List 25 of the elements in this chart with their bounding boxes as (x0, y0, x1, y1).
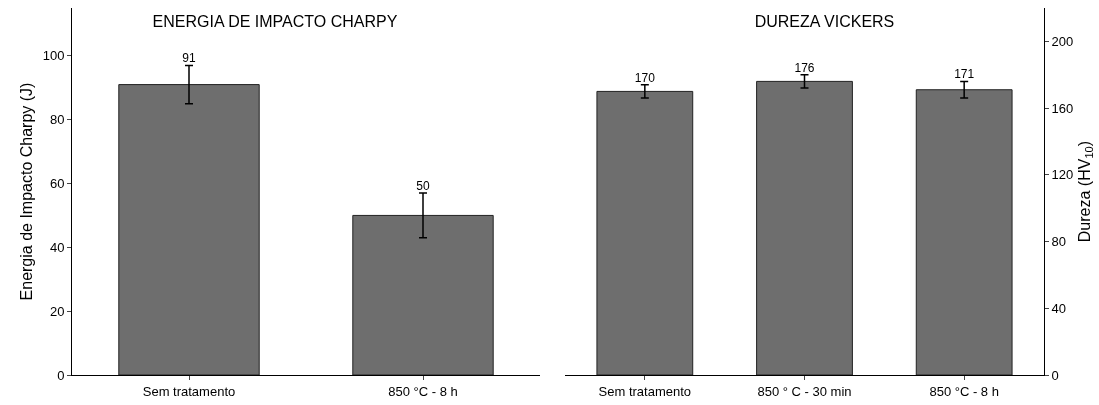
data-label: 50 (416, 179, 430, 194)
data-label: 170 (634, 70, 656, 85)
x-tick-label: Sem tratamento (142, 383, 236, 399)
data-label: 171 (954, 67, 975, 82)
y-tick-label: 40 (49, 239, 65, 255)
y2-tick-label: 120 (1051, 167, 1074, 183)
x-tick-label: 850 °C - 8 h (388, 383, 458, 399)
x-tick-label: Sem tratamento (598, 383, 692, 399)
chart-title: ENERGIA DE IMPACTO CHARPY (152, 13, 398, 31)
y2-tick-label: 0 (1051, 367, 1059, 383)
y-tick-label: 80 (49, 112, 65, 128)
y2-tick-label: 40 (1051, 300, 1067, 316)
x-tick-label: 850 ° C - 30 min (757, 383, 852, 399)
data-label: 91 (182, 51, 196, 66)
y-tick-label: 60 (49, 176, 65, 192)
y-axis-title: Energia de Impacto Charpy (J) (17, 82, 35, 301)
y2-tick-label: 160 (1051, 100, 1074, 116)
chart-title: DUREZA VICKERS (754, 13, 895, 31)
y2-tick-label: 80 (1051, 234, 1067, 250)
y-tick-label: 100 (42, 48, 65, 64)
y-tick-label: 0 (57, 367, 65, 383)
data-label: 176 (794, 60, 815, 75)
y2-tick-label: 200 (1051, 33, 1074, 49)
x-tick-label: 850 °C - 8 h (929, 383, 999, 399)
y-tick-label: 20 (49, 303, 65, 319)
